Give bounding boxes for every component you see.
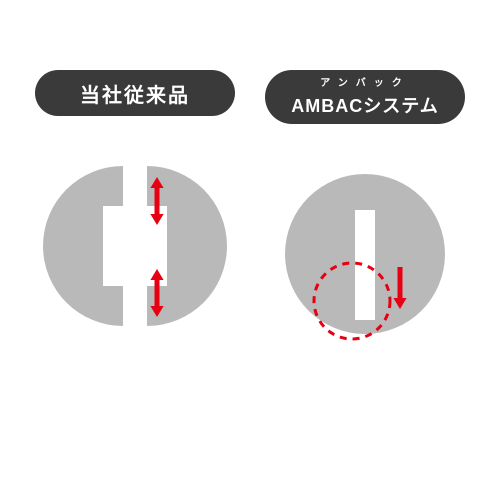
right-diagram	[260, 149, 470, 359]
left-svg	[30, 141, 240, 351]
left-column: 当社従来品	[30, 70, 240, 351]
right-svg	[260, 149, 470, 359]
left-diagram	[30, 141, 240, 351]
left-header-label: 当社従来品	[80, 79, 190, 108]
right-header-label: AMBACシステム	[291, 92, 438, 118]
right-header-pill: アンバック AMBACシステム	[265, 70, 465, 124]
right-column: アンバック AMBACシステム	[260, 70, 470, 359]
left-header-pill: 当社従来品	[35, 70, 235, 116]
comparison-diagram: 当社従来品 アンバック AMBACシステム	[0, 0, 500, 500]
right-header-ruby: アンバック	[320, 74, 410, 89]
